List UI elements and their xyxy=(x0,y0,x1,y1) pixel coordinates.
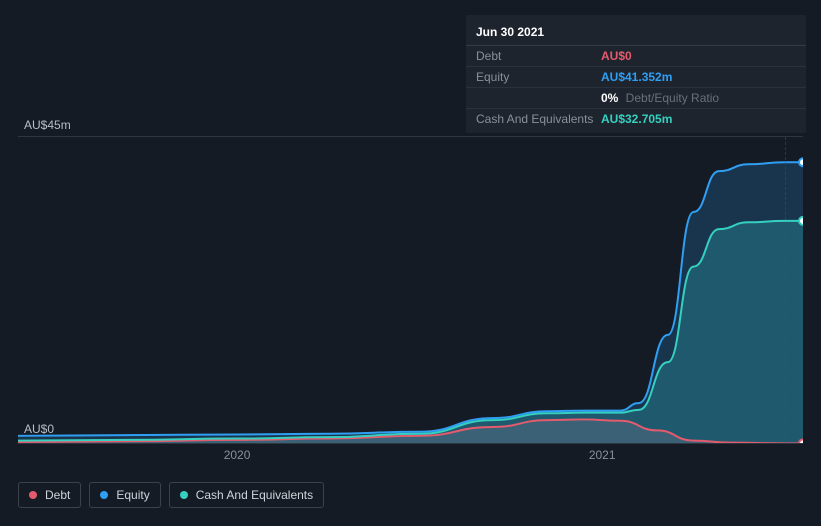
x-axis-ticks: 2020 2021 xyxy=(18,444,803,464)
crosshair-line xyxy=(785,137,786,444)
series-end-marker xyxy=(799,217,803,225)
y-axis-min-label: AU$0 xyxy=(24,422,54,436)
series-end-marker xyxy=(799,158,803,166)
legend-item[interactable]: Debt xyxy=(18,482,81,508)
series-area xyxy=(18,162,803,444)
x-tick-label: 2020 xyxy=(224,448,251,462)
chart-tooltip: Jun 30 2021 DebtAU$0EquityAU$41.352m0% D… xyxy=(466,15,806,133)
tooltip-date: Jun 30 2021 xyxy=(466,19,806,46)
legend-label: Debt xyxy=(45,488,70,502)
tooltip-row-value: AU$41.352m xyxy=(601,70,672,84)
legend-dot-icon xyxy=(100,491,108,499)
y-axis-max-label: AU$45m xyxy=(24,118,803,132)
chart-legend: Debt Equity Cash And Equivalents xyxy=(18,482,324,508)
chart-area: AU$45m AU$0 2020 2021 xyxy=(18,118,803,464)
tooltip-row-value: 0% Debt/Equity Ratio xyxy=(601,91,719,105)
legend-dot-icon xyxy=(29,491,37,499)
tooltip-row: DebtAU$0 xyxy=(466,46,806,67)
tooltip-row: 0% Debt/Equity Ratio xyxy=(466,88,806,109)
tooltip-row: EquityAU$41.352m xyxy=(466,67,806,88)
tooltip-row-label: Debt xyxy=(476,49,601,63)
legend-item[interactable]: Equity xyxy=(89,482,160,508)
legend-dot-icon xyxy=(180,491,188,499)
chart-plot[interactable]: AU$0 xyxy=(18,136,803,444)
chart-svg xyxy=(18,137,803,444)
legend-item[interactable]: Cash And Equivalents xyxy=(169,482,324,508)
tooltip-row-label: Equity xyxy=(476,70,601,84)
legend-label: Cash And Equivalents xyxy=(196,488,313,502)
tooltip-row-extra: Debt/Equity Ratio xyxy=(622,91,719,105)
x-tick-label: 2021 xyxy=(589,448,616,462)
legend-label: Equity xyxy=(116,488,149,502)
tooltip-row-value: AU$0 xyxy=(601,49,632,63)
tooltip-row-label xyxy=(476,91,601,105)
